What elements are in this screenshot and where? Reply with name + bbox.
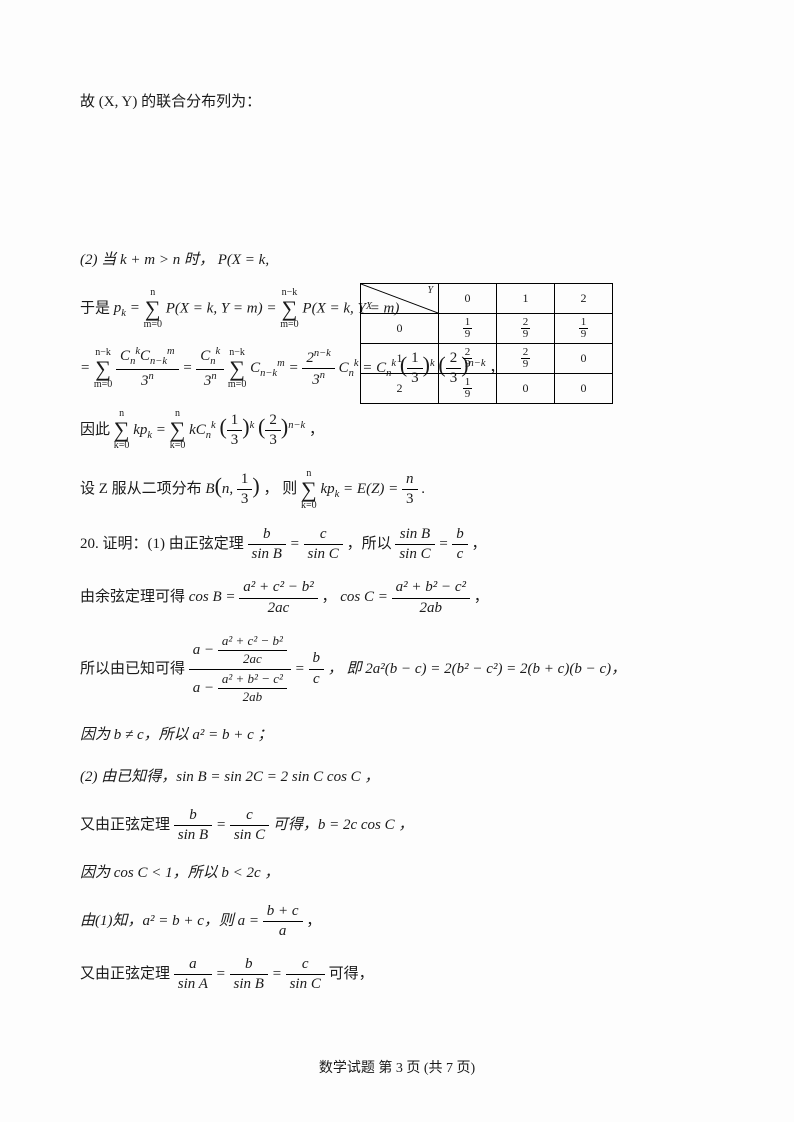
eq1-mid: P(X = k, Y = m) = xyxy=(166,300,277,316)
eq4-prefix: 设 Z 服从二项分布 xyxy=(80,481,202,497)
row-h-1: 1 xyxy=(361,344,439,374)
cell-1-1: 29 xyxy=(497,344,555,374)
xy-table: X Y 0 1 2 0 19 29 19 1 29 29 0 2 19 0 0 xyxy=(360,283,613,404)
sine-3: 又由正弦定理 asin A = bsin B = csin C 可得， xyxy=(80,955,714,995)
x-label: X xyxy=(366,301,372,312)
q20-1-text: 20. 证明：(1) 由正弦定理 xyxy=(80,536,244,552)
intro-text: 故 (X, Y) 的联合分布列为： xyxy=(80,94,261,110)
eq-therefore: 因此 n∑k=0 kpk = n∑k=0 kCnk (13)k (23)n−k … xyxy=(80,406,714,452)
row-h-0: 0 xyxy=(361,314,439,344)
y-label: Y xyxy=(427,285,433,296)
p2-prefix: (2) 当 k + m > n 时， P(X = k, xyxy=(80,252,269,268)
cell-2-1: 0 xyxy=(497,374,555,404)
cosC-lt1: 因为 cos C < 1，所以 b < 2c ， xyxy=(80,859,714,888)
eq4-then: ， 则 xyxy=(264,481,298,497)
cosC-lhs: cos C = xyxy=(340,590,388,606)
sine3-text: 又由正弦定理 xyxy=(80,966,170,982)
by1-text: 由(1)知，a² = b + c，则 xyxy=(80,913,234,929)
col-h-1: 1 xyxy=(497,284,555,314)
combo-prefix: 所以由已知可得 xyxy=(80,661,185,677)
cell-0-0: 19 xyxy=(439,314,497,344)
eq1-a: 于是 xyxy=(80,300,110,316)
combo-rhs: ， 即 2a²(b − c) = 2(b² − c²) = 2(b + c)(b… xyxy=(328,661,626,677)
cosB-lhs: cos B = xyxy=(189,590,236,606)
p2-2: (2) 由已知得，sin B = sin 2C = 2 sin C cos C … xyxy=(80,769,379,785)
combo-eq: 所以由已知可得 a − a² + c² − b²2ac a − a² + b² … xyxy=(80,632,714,707)
conclusion-1: 因为 b ≠ c，所以 a² = b + c ； xyxy=(80,721,714,750)
sine-again-text: 又由正弦定理 xyxy=(80,817,170,833)
table-spacer xyxy=(80,131,714,246)
q20-1: 20. 证明：(1) 由正弦定理 bsin B = csin C ，所以 sin… xyxy=(80,525,714,565)
sine3-end: 可得， xyxy=(329,966,374,982)
cos-law: 由余弦定理可得 cos B = a² + c² − b²2ac ， cos C … xyxy=(80,578,714,618)
sine-again: 又由正弦定理 bsin B = csin C 可得，b = 2c cos C ， xyxy=(80,806,714,846)
cell-2-2: 0 xyxy=(555,374,613,404)
concl1: 因为 b ≠ c，所以 a² = b + c ； xyxy=(80,727,273,743)
get: 可得，b = 2c cos C ， xyxy=(273,817,414,833)
cosC-lt1-text: 因为 cos C < 1，所以 b < 2c ， xyxy=(80,865,279,881)
cell-1-0: 29 xyxy=(439,344,497,374)
col-h-2: 2 xyxy=(555,284,613,314)
row-h-2: 2 xyxy=(361,374,439,404)
page-footer: 数学试题 第 3 页 (共 7 页) xyxy=(0,1057,794,1077)
cell-2-0: 19 xyxy=(439,374,497,404)
by1: 由(1)知，a² = b + c，则 a = b + ca ， xyxy=(80,902,714,942)
eq-binomial: 设 Z 服从二项分布 B(n, 13) ， 则 n∑k=0 kpk = E(Z)… xyxy=(80,465,714,511)
footer-text: 数学试题 第 3 页 (共 7 页) xyxy=(319,1061,475,1076)
eq3-prefix: 因此 xyxy=(80,422,110,438)
eq4-ez: = E(Z) = xyxy=(343,481,398,497)
table-header-xy: X Y xyxy=(361,284,439,314)
so: ，所以 xyxy=(347,536,392,552)
part2-2: (2) 由已知得，sin B = sin 2C = 2 sin C cos C … xyxy=(80,763,714,792)
cell-0-1: 29 xyxy=(497,314,555,344)
part2-when: (2) 当 k + m > n 时， P(X = k, xyxy=(80,246,714,275)
cell-0-2: 19 xyxy=(555,314,613,344)
page-content: 故 (X, Y) 的联合分布列为： X Y 0 1 2 0 19 29 19 1… xyxy=(80,88,714,995)
joint-dist-table: X Y 0 1 2 0 19 29 19 1 29 29 0 2 19 0 0 xyxy=(360,283,613,404)
cell-1-2: 0 xyxy=(555,344,613,374)
col-h-0: 0 xyxy=(439,284,497,314)
intro-line: 故 (X, Y) 的联合分布列为： xyxy=(80,88,714,117)
cos-prefix: 由余弦定理可得 xyxy=(80,590,185,606)
